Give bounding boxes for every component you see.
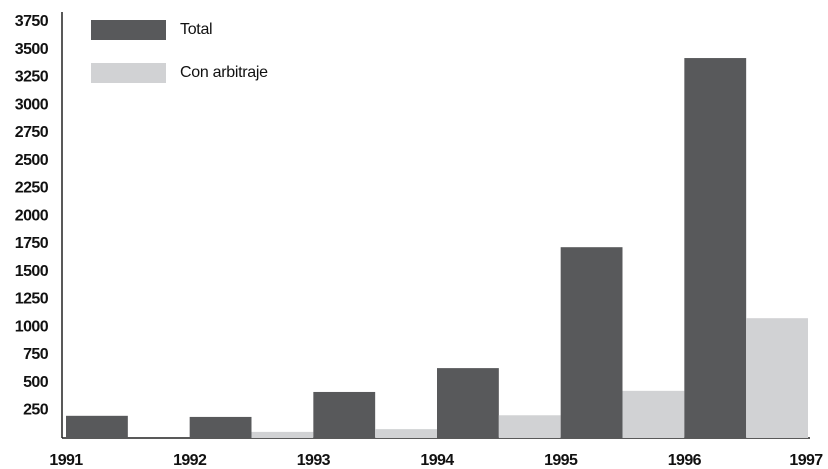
x-tick-label: 1991: [49, 452, 83, 469]
x-tick-label: 1993: [297, 452, 331, 469]
legend-swatch: [91, 20, 166, 40]
y-tick-label: 2000: [15, 207, 49, 224]
x-tick-label: 1997: [789, 452, 823, 469]
legend-label: Total: [180, 21, 212, 38]
x-tick-label: 1996: [668, 452, 702, 469]
x-tick-label: 1992: [173, 452, 207, 469]
y-tick-label: 2750: [15, 124, 49, 141]
bar: [375, 429, 437, 438]
y-tick-label: 250: [23, 401, 49, 418]
y-tick-label: 750: [23, 346, 49, 363]
bar: [746, 318, 808, 438]
y-tick-label: 3250: [15, 69, 49, 86]
bar: [437, 368, 499, 438]
bar: [66, 415, 128, 438]
bar: [684, 58, 747, 438]
x-tick-label: 1995: [544, 452, 578, 469]
legend-label: Con arbitraje: [180, 64, 268, 81]
y-tick-label: 3500: [15, 41, 49, 58]
x-tick-label: 1994: [420, 452, 454, 469]
bar: [189, 416, 252, 438]
y-tick-label: 500: [23, 374, 49, 391]
y-tick-label: 3000: [15, 96, 49, 113]
y-tick-label: 1750: [15, 235, 49, 252]
bar: [622, 390, 685, 438]
bar: [560, 247, 623, 438]
bar: [251, 431, 314, 438]
y-tick-label: 1500: [15, 263, 49, 280]
y-tick-label: 1250: [15, 291, 49, 308]
y-tick-label: 1000: [15, 318, 49, 335]
y-tick-label: 3750: [15, 13, 49, 30]
bar: [498, 415, 561, 438]
y-tick-label: 2500: [15, 152, 49, 169]
legend-swatch: [91, 63, 166, 83]
bar: [313, 391, 376, 438]
y-tick-label: 2250: [15, 180, 49, 197]
